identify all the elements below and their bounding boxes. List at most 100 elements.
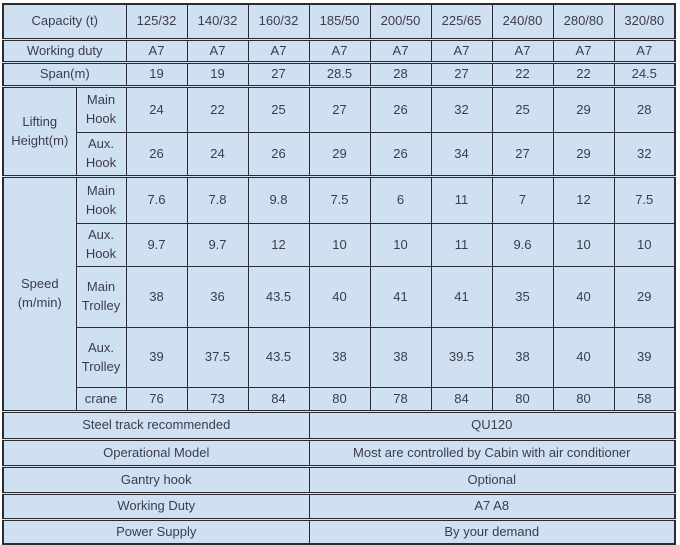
value-cell: A7 bbox=[247, 37, 310, 64]
value-cell: 35 bbox=[491, 266, 554, 329]
value-cell: 140/32 bbox=[186, 3, 249, 40]
value-cell: 185/50 bbox=[308, 3, 371, 40]
footer-value-cell: By your demand bbox=[308, 518, 676, 545]
value-cell: 26 bbox=[369, 85, 432, 134]
value-cell: A7 bbox=[308, 37, 371, 64]
value-cell: 10 bbox=[308, 223, 371, 268]
value-cell: 9.8 bbox=[247, 175, 310, 225]
value-cell: 32 bbox=[430, 85, 493, 134]
value-cell: 11 bbox=[430, 223, 493, 268]
value-cell: 39.5 bbox=[430, 327, 493, 389]
value-cell: 10 bbox=[369, 223, 432, 268]
value-cell: 7.6 bbox=[125, 175, 188, 225]
sub-label-cell: crane bbox=[75, 387, 127, 413]
value-cell: 225/65 bbox=[430, 3, 493, 40]
value-cell: A7 bbox=[186, 37, 249, 64]
value-cell: 28.5 bbox=[308, 61, 371, 88]
value-cell: 38 bbox=[369, 327, 432, 389]
value-cell: 10 bbox=[613, 223, 676, 268]
value-cell: A7 bbox=[125, 37, 188, 64]
footer-value-cell: Optional bbox=[308, 465, 676, 495]
value-cell: 37.5 bbox=[186, 327, 249, 389]
value-cell: 29 bbox=[308, 132, 371, 178]
value-cell: 26 bbox=[369, 132, 432, 178]
value-cell: 280/80 bbox=[552, 3, 615, 40]
value-cell: 40 bbox=[308, 266, 371, 329]
value-cell: 43.5 bbox=[247, 266, 310, 329]
value-cell: 39 bbox=[125, 327, 188, 389]
table-row-gantry-hook: Gantry hook Optional bbox=[2, 465, 676, 495]
value-cell: 24 bbox=[125, 85, 188, 134]
table-row-working-duty-footer: Working Duty A7 A8 bbox=[2, 492, 676, 521]
value-cell: 38 bbox=[308, 327, 371, 389]
value-cell: 24 bbox=[186, 132, 249, 178]
table-row-lifting-aux-hook: Aux. Hook 26 24 26 29 26 34 27 29 32 bbox=[3, 132, 676, 178]
value-cell: 80 bbox=[552, 387, 615, 413]
footer-value-cell: Most are controlled by Cabin with air co… bbox=[308, 438, 676, 468]
table-row-power-supply: Power Supply By your demand bbox=[2, 518, 676, 545]
table-row-speed-main-hook: Speed (m/min) Main Hook 7.6 7.8 9.8 7.5 … bbox=[2, 175, 676, 413]
footer-label-cell: Power Supply bbox=[2, 518, 310, 545]
table-row-steel-track: Steel track recommended QU120 bbox=[2, 410, 676, 441]
row-label-cell: Capacity (t) bbox=[2, 3, 127, 40]
table-row-speed-aux-hook: Aux. Hook 9.7 9.7 12 10 10 11 9.6 10 10 bbox=[3, 223, 676, 268]
sub-label-cell: Aux. Trolley bbox=[75, 327, 127, 389]
table-row-operational-model: Operational Model Most are controlled by… bbox=[2, 438, 676, 468]
value-cell: 76 bbox=[125, 387, 188, 413]
value-cell: 7.5 bbox=[613, 175, 676, 225]
sub-label-cell: Main Hook bbox=[75, 175, 127, 225]
value-cell: 28 bbox=[613, 85, 676, 134]
value-cell: 26 bbox=[247, 132, 310, 178]
row-label-cell: Working duty bbox=[2, 37, 127, 64]
value-cell: 25 bbox=[247, 85, 310, 134]
value-cell: 9.7 bbox=[125, 223, 188, 268]
footer-label-cell: Gantry hook bbox=[2, 465, 310, 495]
footer-value-cell: QU120 bbox=[308, 410, 676, 441]
value-cell: 32 bbox=[613, 132, 676, 178]
value-cell: 36 bbox=[186, 266, 249, 329]
value-cell: 29 bbox=[613, 266, 676, 329]
table-row-speed-aux-trolley: Aux. Trolley 39 37.5 43.5 38 38 39.5 38 … bbox=[3, 327, 676, 389]
value-cell: 78 bbox=[369, 387, 432, 413]
value-cell: 7.5 bbox=[308, 175, 371, 225]
group-label-cell: Lifting Height(m) bbox=[2, 85, 77, 178]
value-cell: A7 bbox=[491, 37, 554, 64]
value-cell: 26 bbox=[125, 132, 188, 178]
value-cell: 24.5 bbox=[613, 61, 676, 88]
value-cell: 27 bbox=[430, 61, 493, 88]
group-label-cell: Speed (m/min) bbox=[2, 175, 77, 413]
value-cell: 40 bbox=[552, 327, 615, 389]
footer-value-cell: A7 A8 bbox=[308, 492, 676, 521]
sub-label-cell: Aux. Hook bbox=[75, 223, 127, 268]
value-cell: 40 bbox=[552, 266, 615, 329]
table-row-speed-main-trolley: Main Trolley 38 36 43.5 40 41 41 35 40 2… bbox=[3, 266, 676, 329]
value-cell: 41 bbox=[369, 266, 432, 329]
value-cell: 12 bbox=[552, 175, 615, 225]
value-cell: 28 bbox=[369, 61, 432, 88]
value-cell: 80 bbox=[491, 387, 554, 413]
value-cell: 27 bbox=[491, 132, 554, 178]
value-cell: 39 bbox=[613, 327, 676, 389]
table-row-speed-crane: crane 76 73 84 80 78 84 80 80 58 bbox=[3, 387, 676, 413]
value-cell: 22 bbox=[186, 85, 249, 134]
value-cell: 27 bbox=[247, 61, 310, 88]
value-cell: 58 bbox=[613, 387, 676, 413]
value-cell: 43.5 bbox=[247, 327, 310, 389]
value-cell: 41 bbox=[430, 266, 493, 329]
footer-label-cell: Operational Model bbox=[2, 438, 310, 468]
value-cell: 240/80 bbox=[491, 3, 554, 40]
value-cell: 29 bbox=[552, 85, 615, 134]
value-cell: 34 bbox=[430, 132, 493, 178]
footer-label-cell: Working Duty bbox=[2, 492, 310, 521]
value-cell: 7.8 bbox=[186, 175, 249, 225]
value-cell: 9.7 bbox=[186, 223, 249, 268]
value-cell: 73 bbox=[186, 387, 249, 413]
value-cell: 27 bbox=[308, 85, 371, 134]
value-cell: A7 bbox=[552, 37, 615, 64]
value-cell: 7 bbox=[491, 175, 554, 225]
value-cell: 25 bbox=[491, 85, 554, 134]
value-cell: 125/32 bbox=[125, 3, 188, 40]
value-cell: 19 bbox=[125, 61, 188, 88]
table-row-span: Span(m) 19 19 27 28.5 28 27 22 22 24.5 bbox=[2, 61, 676, 88]
value-cell: 160/32 bbox=[247, 3, 310, 40]
